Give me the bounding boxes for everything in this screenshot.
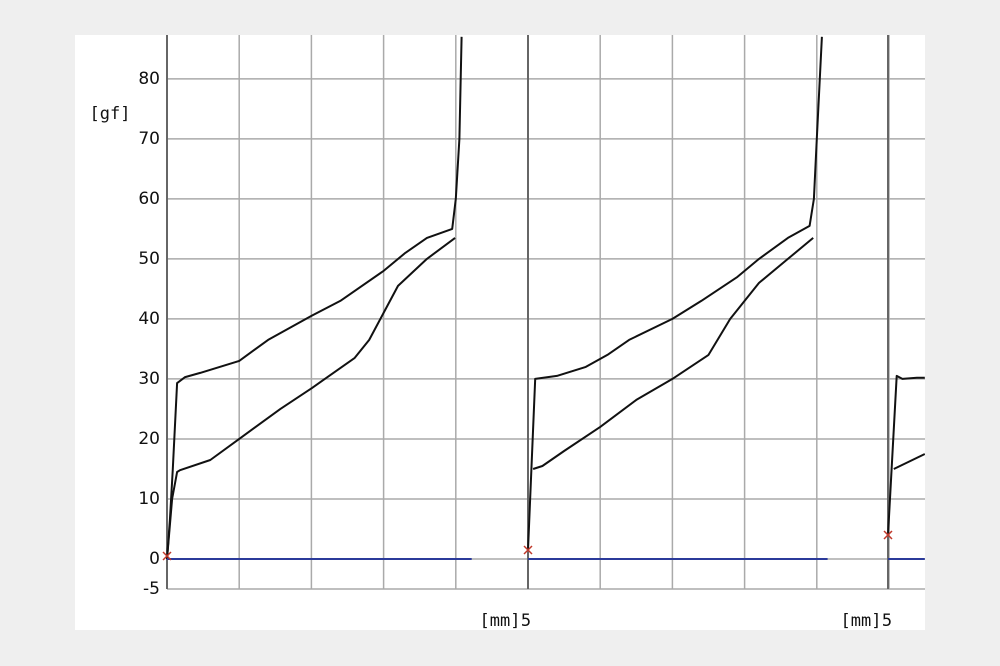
y-tick-label: 60 bbox=[138, 189, 160, 209]
x-axis-label: [mm] bbox=[480, 611, 521, 631]
x-axis-label: [mm] bbox=[841, 611, 882, 631]
y-tick-label: -5 bbox=[143, 579, 160, 599]
y-axis-label: [gf] bbox=[90, 104, 131, 124]
start-marker bbox=[883, 530, 893, 540]
curve bbox=[532, 237, 814, 470]
y-tick-label: 50 bbox=[138, 249, 160, 269]
y-tick-label: 0 bbox=[149, 549, 160, 569]
curve bbox=[166, 237, 456, 560]
x-tick-label: 5 bbox=[521, 611, 531, 631]
y-tick-label: 20 bbox=[138, 429, 160, 449]
start-marker bbox=[523, 545, 533, 555]
y-tick-label: 80 bbox=[138, 69, 160, 89]
plot-panel bbox=[75, 35, 925, 630]
start-marker bbox=[162, 551, 172, 561]
curve bbox=[887, 374, 925, 536]
curve bbox=[893, 453, 925, 470]
y-tick-label: 30 bbox=[138, 369, 160, 389]
plot-area bbox=[162, 35, 925, 590]
curve bbox=[527, 36, 823, 551]
y-tick-label: 10 bbox=[138, 489, 160, 509]
curve bbox=[166, 36, 463, 560]
y-tick-label: 40 bbox=[138, 309, 160, 329]
x-tick-label: 5 bbox=[882, 611, 892, 631]
y-tick-label: 70 bbox=[138, 129, 160, 149]
